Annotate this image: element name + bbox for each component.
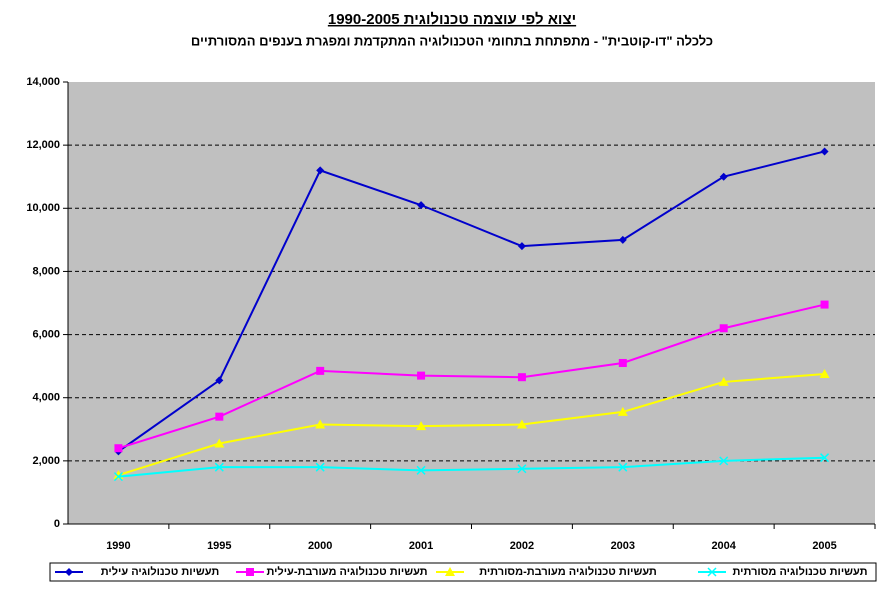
- series-line: [118, 373, 825, 477]
- marker: [820, 300, 829, 309]
- y-tick-label: 0: [54, 518, 60, 530]
- marker: [719, 172, 728, 181]
- marker: [214, 462, 224, 472]
- x-tick-label: 1995: [207, 540, 231, 552]
- marker: [820, 453, 830, 463]
- marker: [215, 376, 224, 385]
- series-line: [117, 150, 825, 453]
- marker: [416, 465, 426, 475]
- x-tick-label: 2002: [510, 540, 534, 552]
- chart-title: יצוא לפי עוצמה טכנולוגית 1990-2005: [328, 11, 576, 28]
- y-tick-label: 12,000: [26, 139, 60, 151]
- marker: [416, 421, 427, 431]
- series-line: [118, 456, 825, 478]
- chart-subtitle: כלכלה "דו-קוטבית" - מתפתחת בתחומי הטכנול…: [191, 33, 713, 48]
- marker: [719, 456, 729, 466]
- y-tick-label: 4,000: [32, 392, 60, 404]
- marker: [316, 366, 325, 375]
- marker: [517, 242, 526, 251]
- marker: [618, 462, 628, 472]
- y-tick-label: 14,000: [26, 76, 60, 88]
- x-tick-label: 2004: [711, 540, 736, 552]
- x-tick-label: 1990: [106, 540, 130, 552]
- marker: [445, 567, 455, 576]
- marker: [65, 568, 73, 576]
- marker: [316, 166, 325, 175]
- series-line: [118, 303, 825, 450]
- marker: [719, 324, 728, 333]
- marker: [517, 373, 526, 382]
- marker: [820, 147, 829, 156]
- marker: [707, 567, 717, 577]
- marker: [718, 376, 729, 386]
- marker: [417, 371, 426, 380]
- marker: [113, 472, 123, 482]
- marker: [819, 369, 830, 379]
- marker: [215, 412, 224, 421]
- marker: [517, 464, 527, 474]
- legend-label: תעשיות טכנולוגיה עילית: [101, 565, 220, 578]
- marker: [618, 358, 627, 367]
- legend-label: תעשיות טכנולוגיה מעורבת-עילית: [266, 565, 427, 578]
- y-tick-label: 10,000: [26, 202, 60, 214]
- marker: [315, 462, 325, 472]
- marker: [417, 201, 426, 210]
- x-tick-label: 2000: [308, 540, 332, 552]
- y-tick-label: 8,000: [32, 265, 60, 277]
- x-tick-label: 2003: [611, 540, 635, 552]
- marker: [246, 568, 254, 576]
- y-tick-label: 2,000: [32, 455, 60, 467]
- legend-label: תעשיות טכנולוגיה מסורתית: [733, 565, 868, 578]
- x-tick-label: 2001: [409, 540, 433, 552]
- x-tick-label: 2005: [812, 540, 836, 552]
- marker: [618, 235, 627, 244]
- marker: [315, 419, 326, 429]
- y-tick-label: 6,000: [32, 328, 60, 340]
- marker: [516, 419, 527, 429]
- marker: [114, 444, 123, 453]
- legend-label: תעשיות טכנולוגיה מעורבת-מסורתית: [479, 565, 657, 578]
- marker: [617, 406, 628, 416]
- plot-area: [68, 82, 875, 524]
- marker: [214, 438, 225, 448]
